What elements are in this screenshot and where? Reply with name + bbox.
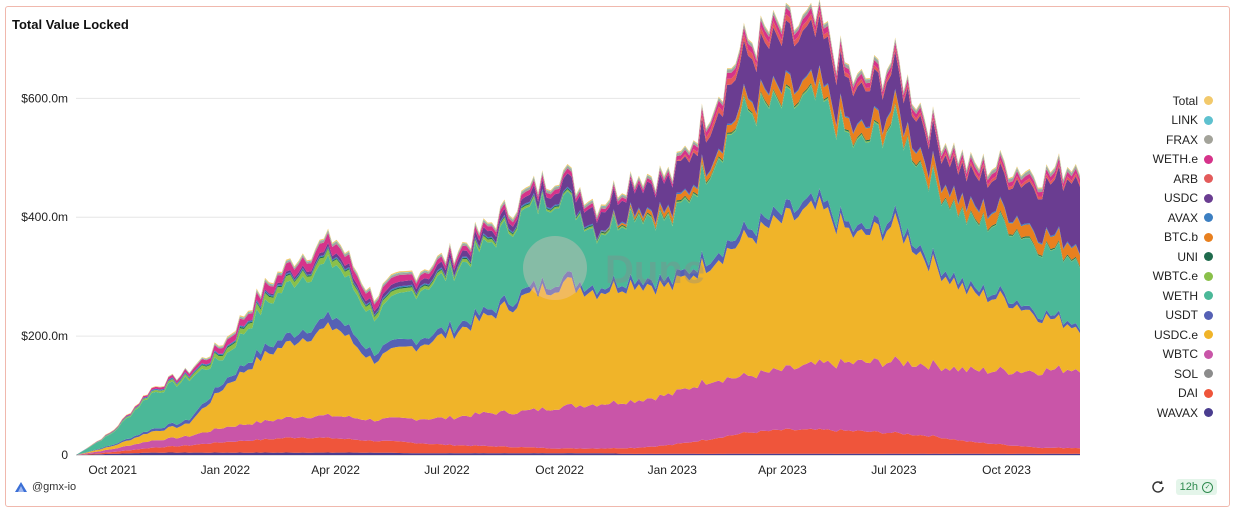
x-tick-label: Jul 2022 [424,463,470,477]
legend-color-dot [1204,213,1213,223]
legend-item-usdc-e[interactable]: USDC.e [1093,325,1213,345]
refresh-badge[interactable]: 12h ✓ [1175,479,1217,495]
legend-color-dot [1204,135,1213,145]
legend-label: USDT [1165,308,1198,323]
x-tick-label: Apr 2023 [758,463,807,477]
legend-color-dot [1204,193,1213,203]
legend-label: BTC.b [1163,230,1198,245]
legend-item-wbtc-e[interactable]: WBTC.e [1093,267,1213,287]
x-tick-label: Jan 2023 [648,463,698,477]
legend-label: Total [1172,93,1198,108]
legend-color-dot [1204,408,1213,418]
y-tick-label: $400.0m [21,210,68,224]
legend-color-dot [1204,369,1213,379]
area-series-usdc-e [76,196,1080,455]
author-link[interactable]: @gmx-io [15,481,76,493]
legend-item-arb[interactable]: ARB [1093,169,1213,189]
legend-label: AVAX [1167,210,1198,225]
legend-label: USDC [1163,191,1198,206]
area-series-wavax [76,452,1080,455]
legend-label: SOL [1173,366,1198,381]
x-tick-label: Jan 2022 [201,463,251,477]
legend-color-dot [1204,252,1213,262]
legend-label: LINK [1171,113,1198,128]
area-series-wbtc [76,356,1080,455]
legend-color-dot [1204,330,1213,340]
x-tick-label: Oct 2023 [982,463,1031,477]
refresh-interval: 12h [1179,481,1198,493]
area-series-weth [76,81,1080,455]
legend-color-dot [1204,271,1213,281]
legend-color-dot [1204,96,1213,106]
legend-item-wavax[interactable]: WAVAX [1093,403,1213,423]
legend-item-dai[interactable]: DAI [1093,384,1213,404]
legend-item-frax[interactable]: FRAX [1093,130,1213,150]
legend-item-usdc[interactable]: USDC [1093,189,1213,209]
legend-color-dot [1204,291,1213,301]
legend-item-btc-b[interactable]: BTC.b [1093,228,1213,248]
legend-label: WETH.e [1152,152,1198,167]
legend-label: USDC.e [1153,327,1198,342]
legend-color-dot [1204,154,1213,164]
refresh-controls: 12h ✓ [1150,479,1217,495]
dune-logo-icon [15,482,27,492]
x-tick-label: Jul 2023 [871,463,917,477]
author-handle: @gmx-io [32,481,77,493]
legend-color-dot [1204,388,1213,398]
legend-label: UNI [1177,249,1198,264]
x-tick-label: Oct 2022 [535,463,584,477]
y-tick-label: $200.0m [21,329,68,343]
legend-color-dot [1204,174,1213,184]
check-circle-icon: ✓ [1202,481,1213,493]
legend-label: WAVAX [1156,405,1198,420]
legend-color-dot [1204,115,1213,125]
legend-item-weth[interactable]: WETH [1093,286,1213,306]
legend-item-wbtc[interactable]: WBTC [1093,345,1213,365]
legend-label: ARB [1173,171,1198,186]
watermark-logo [523,236,587,300]
legend-item-weth-e[interactable]: WETH.e [1093,150,1213,170]
x-tick-label: Apr 2022 [311,463,360,477]
area-series-dai [76,428,1080,455]
y-tick-label: $600.0m [21,91,68,105]
x-tick-label: Oct 2021 [88,463,137,477]
refresh-icon[interactable] [1150,479,1166,495]
watermark-text: Dune [605,248,705,292]
y-tick-label: 0 [61,448,68,462]
legend-label: DAI [1177,386,1198,401]
legend-label: FRAX [1165,132,1198,147]
chart-title: Total Value Locked [12,17,129,32]
dune-watermark: Dune [523,236,705,300]
legend-item-link[interactable]: LINK [1093,111,1213,131]
legend-item-uni[interactable]: UNI [1093,247,1213,267]
legend-item-avax[interactable]: AVAX [1093,208,1213,228]
legend-color-dot [1204,232,1213,242]
legend-item-sol[interactable]: SOL [1093,364,1213,384]
legend-label: WBTC [1162,347,1198,362]
legend-color-dot [1204,310,1213,320]
chart-legend: Total LINK FRAX WETH.e ARB USDC AVAX BTC.b UNI WB… [1093,91,1213,423]
legend-item-usdt[interactable]: USDT [1093,306,1213,326]
legend-label: WETH [1162,288,1198,303]
legend-label: WBTC.e [1152,269,1198,284]
legend-color-dot [1204,349,1213,359]
legend-item-total[interactable]: Total [1093,91,1213,111]
